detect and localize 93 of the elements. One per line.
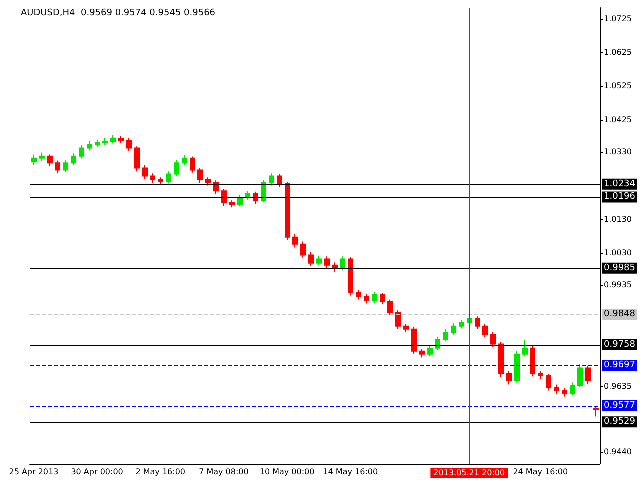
candlestick [71,152,76,166]
candlestick [47,154,53,167]
candlestick [387,299,393,316]
candlestick [285,182,290,241]
y-tick-label: 0.9935 [604,280,632,290]
candlestick [482,324,488,338]
candlestick [546,373,551,392]
candlestick [277,174,282,188]
ref-line-label: 0.9848 [604,310,636,320]
candlestick [490,332,496,348]
candlestick [102,138,108,146]
x-tick-label: 2 May 16:00 [136,468,186,476]
candlestick [514,350,520,384]
candlestick [372,292,377,304]
ref-line-label: 1.0196 [604,192,636,202]
candlestick [411,326,417,355]
candlestick [427,345,433,357]
x-tick-label: 7 May 08:00 [199,468,249,476]
y-tick-label: 0.9440 [604,448,632,457]
ref-line-label: 0.9529 [604,417,636,428]
candlestick [79,144,84,160]
x-tick-label: 30 Apr 00:00 [71,468,124,476]
candlestick [538,370,543,380]
candlestick [316,255,322,266]
candlestick [577,364,583,388]
candlestick [110,134,116,144]
candlestick [443,328,448,342]
y-tick-label: 1.0525 [604,82,632,91]
candlestick [593,406,599,418]
candlestick [197,168,203,184]
candlestick [292,234,298,248]
candlestick [150,173,155,184]
candlestick [475,316,480,330]
ref-line-label: 0.9758 [604,340,636,350]
candlestick [174,160,179,177]
candlestick [134,146,140,172]
candlestick [221,188,227,206]
candlestick [364,294,369,304]
x-tick-label: 2013.05.21 20:00 [434,468,506,478]
candlestick [190,156,195,174]
candlestick [118,136,124,144]
candlestick [31,154,37,166]
x-tick-label: 24 May 16:00 [513,468,568,476]
candlestick [530,346,535,378]
candlestick [55,160,60,174]
candlestick [158,177,163,186]
candlestick [498,342,504,378]
candlestick [403,324,409,333]
candlestick [570,382,575,396]
candlestick [205,177,211,186]
candlestick [95,139,100,148]
candlestick [522,340,528,357]
candlestick [348,256,353,296]
candlestick [435,336,440,351]
y-tick-label: 1.0725 [604,14,632,24]
candlestick [126,138,132,152]
candlestick [380,292,385,305]
candlestick [166,171,171,184]
candlestick [395,310,401,330]
candlestick [554,384,559,395]
candlestick [308,252,314,267]
y-tick-label: 1.0330 [604,148,632,157]
candlestick [39,152,45,162]
y-tick-label: 1.0425 [604,115,632,124]
candlestick [269,173,274,186]
ref-line-label: 0.9985 [604,263,636,274]
x-tick-label: 14 May 16:00 [323,468,378,476]
candlestick [63,160,68,173]
candlestick [451,322,456,336]
ref-line-label: 0.9697 [604,360,636,371]
ref-line-label: 1.0234 [604,179,636,190]
candlestick [237,194,243,208]
candlestick [506,370,512,386]
candlestick [229,200,235,208]
candlestick [356,290,361,300]
candlestick [87,140,92,152]
candlestick [300,241,306,258]
chart-title: AUDUSD,H4 0.9569 0.9574 0.9545 0.9566 [21,8,216,18]
candlestick [142,165,148,180]
ref-line-label: 0.9577 [604,400,636,411]
y-tick-label: 0.9635 [604,382,632,391]
candlestick [585,365,591,385]
x-tick-label: 10 May 00:00 [260,468,315,476]
candlestick [340,256,345,272]
x-tick-label: 25 Apr 2013 [9,468,59,476]
candlestick [324,256,330,269]
y-tick-label: 1.0625 [604,48,632,58]
y-tick-label: 1.0030 [604,248,632,258]
y-tick-label: 1.0130 [604,214,632,224]
candlestick [459,319,464,330]
candlestick [182,154,187,166]
candlestick [562,388,567,398]
candlestick [419,348,425,358]
